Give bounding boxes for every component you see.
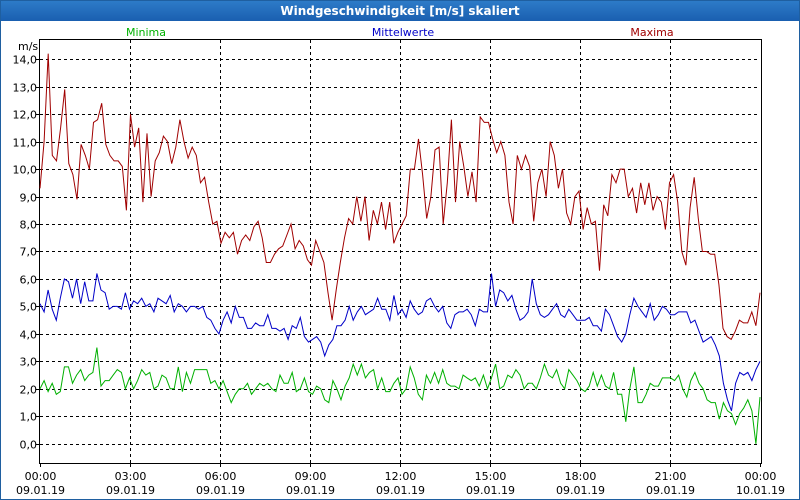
y-tick-label: 0,0	[20, 439, 38, 452]
x-tick-time: 06:00	[205, 470, 237, 483]
y-tick-label: 1,0	[20, 411, 38, 424]
x-tick-date: 09.01.19	[196, 484, 245, 497]
x-tick-time: 18:00	[565, 470, 597, 483]
x-tick-time: 03:00	[115, 470, 147, 483]
x-tick-date: 09.01.19	[556, 484, 605, 497]
series-line-minima	[39, 347, 761, 444]
x-tick-time: 09:00	[295, 470, 327, 483]
y-tick-label: 2,0	[20, 384, 38, 397]
y-tick-label: 14,0	[13, 54, 38, 67]
x-tick-date: 09.01.19	[466, 484, 515, 497]
chart-title: Windgeschwindigkeit [m/s] skaliert	[1, 1, 799, 21]
y-tick-label: 4,0	[20, 329, 38, 342]
x-tick-date: 09.01.19	[376, 484, 425, 497]
y-tick-label: 3,0	[20, 356, 38, 369]
x-tick-date: 09.01.19	[286, 484, 335, 497]
y-tick-label: 6,0	[20, 274, 38, 287]
y-tick-label: 10,0	[13, 164, 38, 177]
y-tick-label: 7,0	[20, 246, 38, 259]
x-tick-time: 15:00	[475, 470, 507, 483]
legend-minima: Minima	[126, 26, 166, 39]
y-tick-label: 8,0	[20, 219, 38, 232]
y-tick-label: 12,0	[13, 109, 38, 122]
x-tick-time: 00:00	[25, 470, 57, 483]
y-tick-label: 9,0	[20, 192, 38, 205]
x-tick-time: 12:00	[385, 470, 417, 483]
legend-mittelwerte: Mittelwerte	[372, 26, 435, 39]
y-axis-label: m/s	[18, 40, 38, 53]
x-tick-time: 00:00	[745, 470, 777, 483]
x-tick-date: 09.01.19	[646, 484, 695, 497]
legend-maxima: Maxima	[630, 26, 673, 39]
y-tick-label: 13,0	[13, 82, 38, 95]
y-tick-label: 11,0	[13, 137, 38, 150]
series-line-maxima	[39, 53, 761, 341]
x-tick-date: 10.01.19	[736, 484, 785, 497]
series-line-mittelwerte	[39, 273, 761, 411]
x-tick-date: 09.01.19	[16, 484, 65, 497]
y-tick-label: 5,0	[20, 301, 38, 314]
x-tick-time: 21:00	[655, 470, 687, 483]
x-tick-date: 09.01.19	[106, 484, 155, 497]
